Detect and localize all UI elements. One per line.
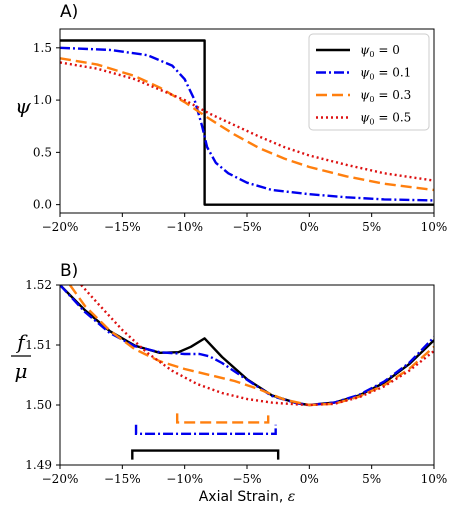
legend-box (308, 33, 430, 131)
panel-b-xtick-label: −5% (232, 472, 261, 486)
panel-b-xtick-label: 5% (362, 472, 381, 486)
panel-b-xtick-label: 10% (421, 472, 448, 486)
panel-a-series-line-3 (60, 61, 434, 182)
panel-b-series-line-1 (60, 285, 434, 407)
panel-a-series-line-2 (60, 57, 434, 192)
strain-range-bracket-2 (131, 449, 280, 460)
legend: ψ0 = 0ψ0 = 0.1ψ0 = 0.3ψ0 = 0.5 (308, 33, 430, 131)
panel-b-xtick-label: −10% (166, 472, 203, 486)
panel-a-series (60, 39, 434, 206)
legend-subscript: 0 (369, 50, 374, 59)
legend-value: = 0.3 (375, 88, 412, 102)
legend-symbol: ψ (360, 66, 370, 80)
panel-b-ytick-label: 1.49 (25, 458, 52, 472)
panel-b-series-line-0 (60, 285, 434, 407)
panel-a-ytick-label: 0.0 (33, 198, 52, 212)
panel-b-brackets (131, 413, 280, 460)
panel-b-xlabel-text: Axial Strain, (199, 489, 288, 505)
panel-a-label: A) (60, 2, 78, 22)
strain-range-bracket-0 (175, 413, 270, 424)
panel-a-ytick-label: 1.0 (33, 93, 52, 107)
panel-b-ytick-label: 1.51 (25, 338, 52, 352)
panel-b: B) f μ −20% −15% −10% −5% 0% 5% 10%1.491.501.5… (11, 261, 447, 505)
legend-subscript: 0 (369, 95, 374, 104)
panel-b-frame (59, 284, 435, 466)
panel-a-xtick-label: −5% (232, 220, 261, 234)
legend-label-2: ψ0 = 0.3 (360, 88, 411, 104)
legend-symbol: ψ (360, 111, 370, 125)
panel-a-xtick-label: −20% (42, 220, 79, 234)
panel-b-ylabel-denominator: μ (15, 359, 28, 383)
panel-b-xtick-label: 0% (300, 472, 319, 486)
legend-label-1: ψ0 = 0.1 (360, 66, 411, 82)
legend-label-0: ψ0 = 0 (360, 43, 400, 59)
panel-a-xtick-label: −10% (166, 220, 203, 234)
legend-symbol: ψ (360, 43, 370, 57)
panel-b-xtick-label: −15% (104, 472, 141, 486)
panel-b-xtick-label: −20% (42, 472, 79, 486)
panel-b-xlabel-symbol: ε (288, 489, 296, 505)
panel-b-series (60, 285, 434, 407)
legend-label-3: ψ0 = 0.5 (360, 111, 411, 127)
panel-a-xtick-label: 5% (362, 220, 381, 234)
panel-a-xtick-label: −15% (104, 220, 141, 234)
legend-subscript: 0 (369, 118, 374, 127)
legend-value: = 0.1 (375, 66, 412, 80)
panel-a: A) ψ −20% −15% −10% −5% 0% 5% 10%0.00.51.01.5 … (15, 2, 447, 234)
legend-value: = 0.5 (375, 111, 412, 125)
strain-range-bracket-1 (134, 424, 277, 435)
panel-b-label: B) (60, 261, 78, 281)
panel-a-frame (59, 28, 435, 214)
panel-a-series-line-1 (60, 46, 434, 202)
legend-subscript: 0 (369, 73, 374, 82)
panel-a-series-line-0 (60, 39, 434, 206)
panel-b-series-line-2 (68, 285, 434, 407)
panel-a-xtick-label: 10% (421, 220, 448, 234)
panel-b-ytick-label: 1.52 (25, 278, 52, 292)
panel-a-ylabel: ψ (15, 94, 31, 118)
legend-value: = 0 (375, 43, 400, 57)
panel-a-ytick-label: 1.5 (33, 41, 52, 55)
panel-a-ytick-label: 0.5 (33, 145, 52, 159)
legend-symbol: ψ (360, 88, 370, 102)
panel-a-xtick-label: 0% (300, 220, 319, 234)
panel-b-xlabel: Axial Strain, ε (199, 489, 296, 505)
panel-b-ytick-label: 1.50 (25, 398, 52, 412)
